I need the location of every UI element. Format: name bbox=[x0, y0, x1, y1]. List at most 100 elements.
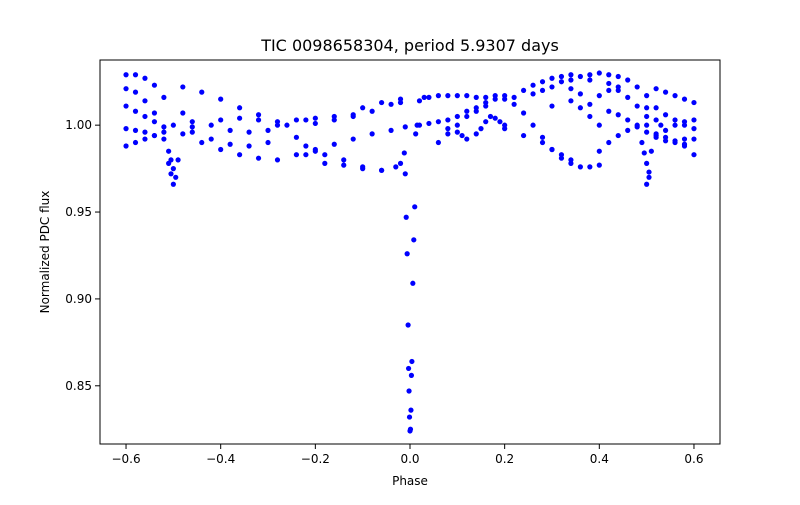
data-point bbox=[123, 86, 129, 92]
data-point bbox=[644, 129, 650, 135]
data-point bbox=[568, 98, 574, 104]
data-point bbox=[421, 94, 427, 100]
data-point bbox=[293, 134, 300, 140]
data-point bbox=[227, 127, 233, 133]
data-point bbox=[681, 136, 688, 142]
data-point bbox=[413, 131, 419, 137]
data-point bbox=[227, 141, 233, 147]
data-point bbox=[530, 91, 536, 97]
data-point bbox=[170, 166, 176, 172]
data-point bbox=[173, 174, 179, 180]
y-tick-label: 0.85 bbox=[65, 379, 92, 393]
data-point bbox=[402, 171, 408, 177]
data-point bbox=[166, 160, 172, 166]
data-point bbox=[151, 132, 158, 139]
data-point bbox=[539, 87, 546, 94]
data-point bbox=[577, 105, 583, 111]
data-point bbox=[464, 108, 470, 114]
data-point bbox=[606, 72, 612, 78]
data-point bbox=[341, 157, 347, 163]
data-point bbox=[208, 122, 214, 128]
data-point bbox=[641, 150, 647, 156]
data-point bbox=[132, 108, 139, 114]
data-point bbox=[132, 89, 139, 95]
data-point bbox=[312, 120, 318, 127]
data-point bbox=[175, 157, 181, 163]
data-point bbox=[265, 127, 271, 133]
data-point bbox=[170, 122, 176, 128]
data-point bbox=[426, 94, 432, 100]
data-point bbox=[369, 131, 375, 137]
data-point bbox=[189, 119, 195, 125]
data-point bbox=[625, 117, 631, 123]
x-tick-label: −0.2 bbox=[301, 452, 330, 466]
data-point bbox=[549, 146, 555, 153]
data-point bbox=[435, 93, 441, 99]
data-point bbox=[606, 80, 612, 87]
data-point bbox=[615, 73, 621, 80]
data-point bbox=[653, 86, 659, 92]
data-point bbox=[454, 122, 460, 128]
data-point bbox=[166, 148, 172, 154]
data-point bbox=[454, 93, 460, 99]
chart-title: TIC 0098658304, period 5.9307 days bbox=[260, 36, 559, 55]
x-tick-label: −0.4 bbox=[206, 452, 235, 466]
data-point bbox=[161, 129, 167, 135]
data-point bbox=[520, 132, 527, 139]
data-point bbox=[473, 108, 479, 114]
data-point bbox=[454, 129, 460, 135]
data-point bbox=[558, 79, 565, 85]
data-point bbox=[691, 126, 697, 132]
data-point bbox=[274, 119, 281, 125]
data-point bbox=[255, 112, 262, 118]
data-point bbox=[412, 204, 418, 210]
data-point bbox=[681, 143, 688, 149]
data-point bbox=[331, 117, 337, 123]
data-point bbox=[596, 93, 602, 99]
data-point bbox=[511, 94, 517, 100]
data-point bbox=[265, 139, 271, 146]
data-point bbox=[615, 112, 621, 118]
data-point bbox=[401, 150, 407, 156]
data-point bbox=[435, 139, 441, 146]
data-point bbox=[662, 89, 669, 95]
data-point bbox=[445, 117, 451, 123]
data-point bbox=[587, 164, 593, 170]
data-point bbox=[406, 388, 412, 394]
data-point bbox=[123, 72, 129, 78]
data-point bbox=[237, 105, 243, 111]
data-point bbox=[161, 94, 167, 100]
data-point bbox=[568, 72, 574, 78]
data-point bbox=[409, 358, 415, 365]
data-point bbox=[255, 155, 262, 161]
data-point bbox=[303, 117, 309, 123]
x-tick-label: 0.2 bbox=[495, 452, 514, 466]
data-point bbox=[142, 98, 148, 104]
data-point bbox=[237, 152, 243, 158]
data-point bbox=[587, 77, 593, 83]
data-point bbox=[625, 94, 631, 100]
data-point bbox=[322, 160, 328, 166]
data-point bbox=[634, 103, 640, 109]
data-point bbox=[549, 103, 555, 109]
data-point bbox=[691, 99, 697, 106]
data-point bbox=[284, 122, 290, 128]
data-point bbox=[681, 119, 688, 125]
data-point bbox=[646, 169, 652, 175]
data-point bbox=[293, 152, 300, 158]
data-point bbox=[411, 237, 417, 243]
data-point bbox=[672, 93, 678, 99]
data-point bbox=[426, 120, 432, 127]
data-point bbox=[587, 72, 593, 78]
data-point bbox=[606, 108, 612, 114]
data-point bbox=[142, 75, 148, 81]
data-point bbox=[180, 84, 186, 90]
data-point bbox=[568, 157, 574, 163]
data-point bbox=[568, 86, 574, 92]
data-point bbox=[151, 119, 158, 125]
data-point bbox=[331, 141, 337, 147]
data-point bbox=[644, 181, 650, 187]
data-point bbox=[402, 124, 408, 130]
data-point bbox=[218, 146, 224, 153]
